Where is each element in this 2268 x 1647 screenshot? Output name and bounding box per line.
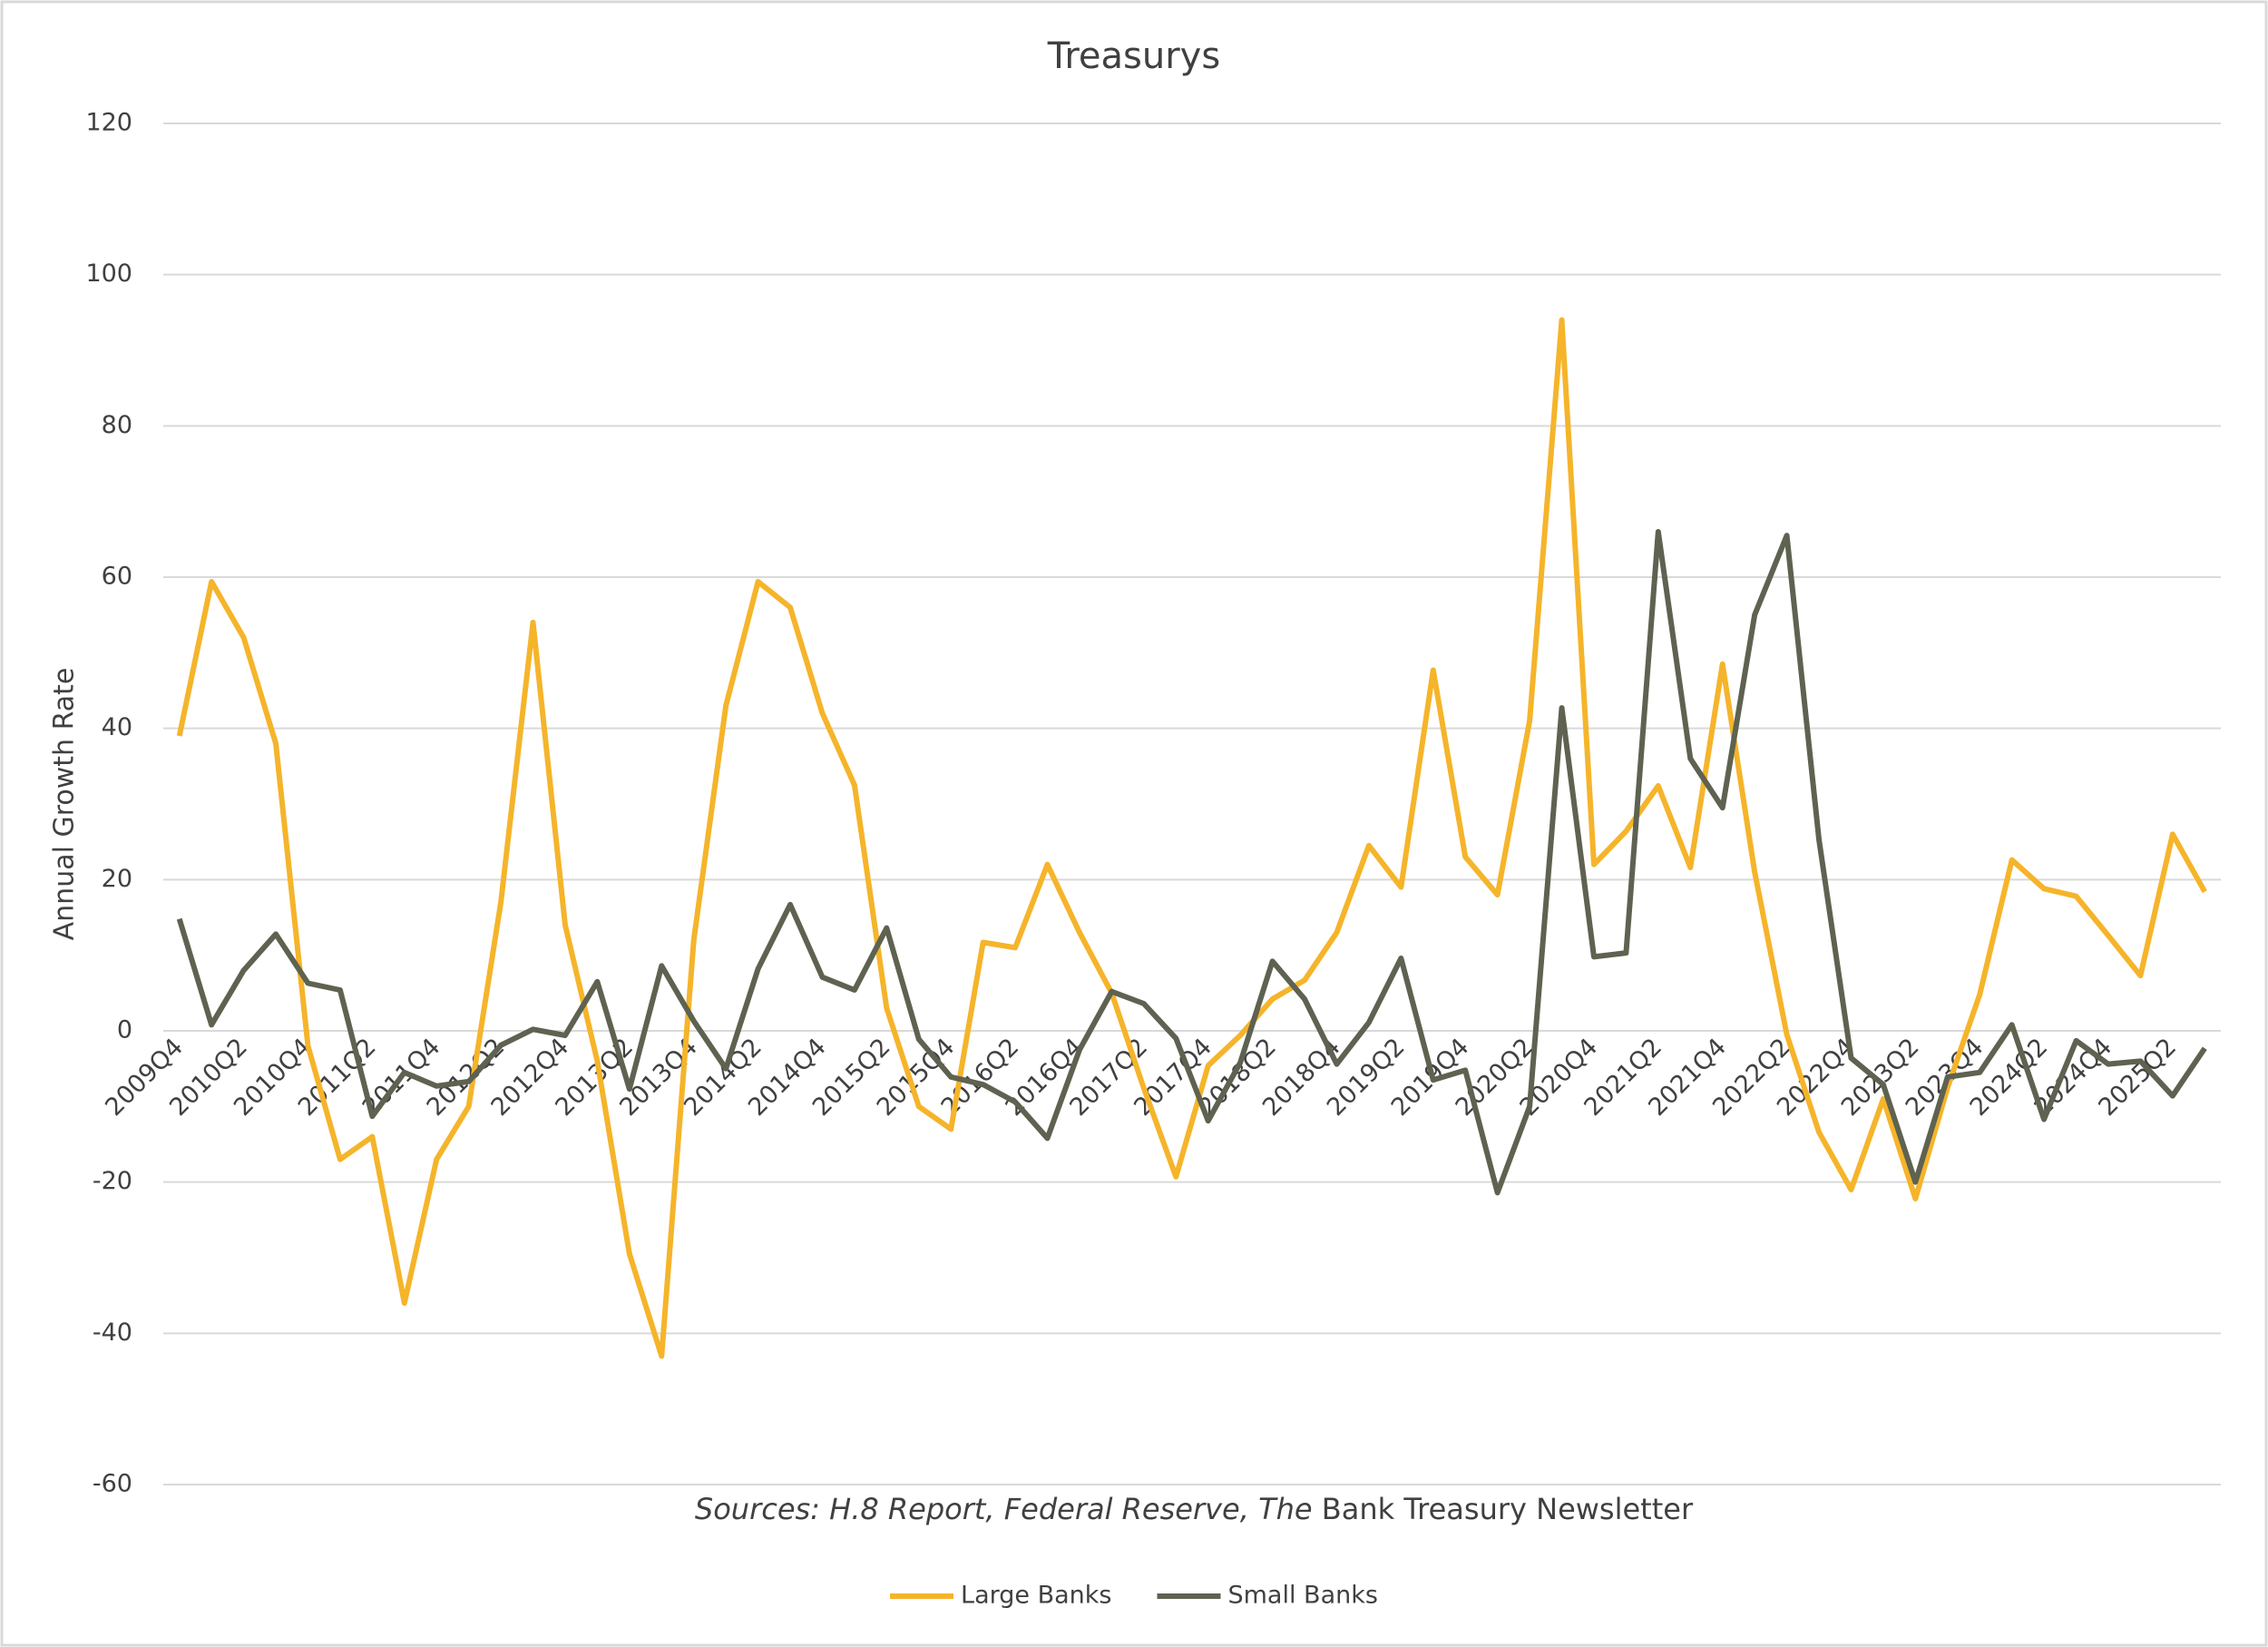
y-tick-label: -20 — [93, 1167, 132, 1195]
source-note-italic: Sources: H.8 Report, Federal Reserve, Th… — [695, 1492, 1313, 1526]
y-tick-label: 20 — [102, 865, 132, 893]
y-tick-label: 80 — [102, 411, 132, 439]
chart-title: Treasurys — [1047, 35, 1220, 77]
data-line — [176, 317, 2207, 1359]
source-note-plain: Bank Treasury Newsletter — [1322, 1492, 1694, 1526]
legend-label: Large Banks — [961, 1582, 1111, 1610]
legend: Large Banks Small Banks — [890, 1582, 1378, 1610]
y-tick-label: 0 — [117, 1016, 132, 1044]
data-line — [176, 529, 2207, 1196]
y-axis-label: Annual Growth Rate — [49, 668, 81, 941]
y-tick-label: -40 — [93, 1319, 132, 1347]
y-tick-label: 40 — [102, 713, 132, 741]
y-tick-label: 100 — [85, 260, 132, 288]
y-tick-label: -60 — [93, 1470, 132, 1498]
legend-label: Small Banks — [1227, 1582, 1377, 1610]
source-note: Sources: H.8 Report, Federal Reserve, Th… — [695, 1492, 1694, 1526]
y-tick-label: 120 — [85, 109, 132, 137]
y-tick-label: 60 — [102, 563, 132, 591]
